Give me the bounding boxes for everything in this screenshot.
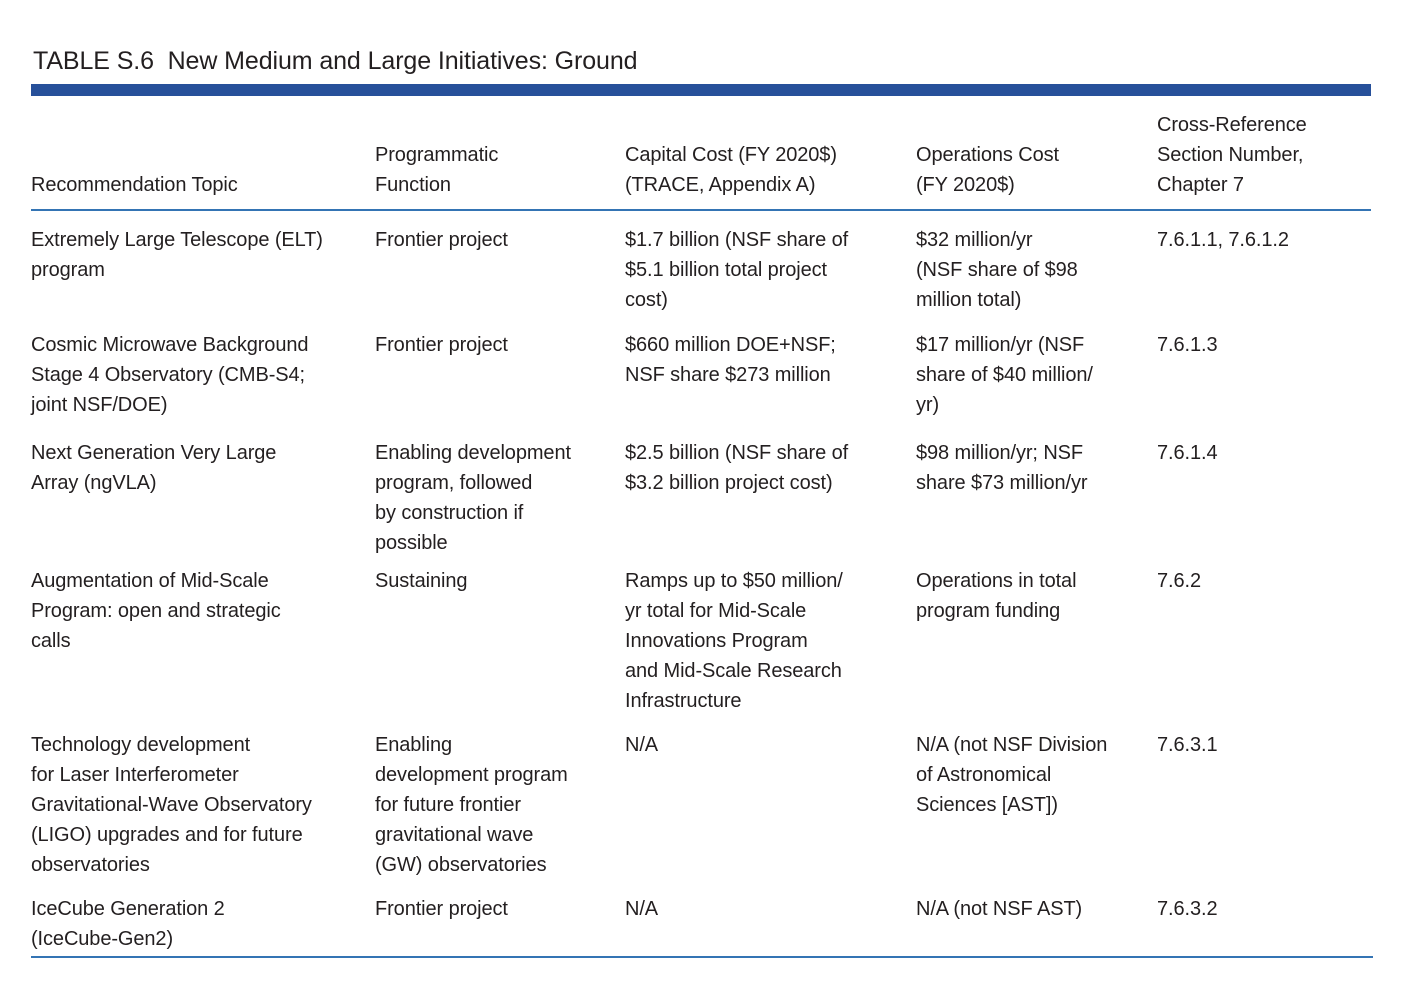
column-header-recommendation-topic: Recommendation Topic — [31, 174, 238, 196]
table-region: TABLE S.6 New Medium and Large Initiativ… — [31, 0, 1373, 958]
cell-cross-reference: 7.6.3.1 — [1157, 734, 1218, 756]
cell-operations-cost: N/A (not NSF Division of Astronomical Sc… — [916, 734, 1108, 816]
cell-capital-cost: $660 million DOE+NSF; NSF share $273 mil… — [625, 334, 836, 386]
table-row: Technology development for Laser Interfe… — [31, 730, 1371, 880]
cell-cross-reference: 7.6.2 — [1157, 570, 1201, 592]
cell-programmatic-function: Frontier project — [375, 229, 508, 251]
cell-capital-cost: $2.5 billion (NSF share of $3.2 billion … — [625, 442, 849, 494]
column-header-programmatic-function: Programmatic Function — [375, 144, 499, 196]
cell-cross-reference: 7.6.3.2 — [1157, 898, 1218, 920]
column-header-capital-cost: Capital Cost (FY 2020$) (TRACE, Appendix… — [625, 144, 837, 196]
cell-operations-cost: N/A (not NSF AST) — [916, 898, 1083, 920]
cell-recommendation-topic: IceCube Generation 2 (IceCube-Gen2) — [31, 898, 225, 950]
cell-recommendation-topic: Augmentation of Mid-Scale Program: open … — [31, 570, 281, 652]
cell-cross-reference: 7.6.1.3 — [1157, 334, 1218, 356]
cell-cross-reference: 7.6.1.4 — [1157, 442, 1218, 464]
cell-programmatic-function: Sustaining — [375, 570, 468, 592]
cell-operations-cost: $17 million/yr (NSF share of $40 million… — [916, 334, 1093, 416]
table-title: TABLE S.6 New Medium and Large Initiativ… — [33, 47, 638, 75]
table-row: Augmentation of Mid-Scale Program: open … — [31, 566, 1371, 716]
cell-operations-cost: $32 million/yr (NSF share of $98 million… — [916, 229, 1078, 311]
cell-recommendation-topic: Extremely Large Telescope (ELT) program — [31, 229, 323, 281]
table-row: IceCube Generation 2 (IceCube-Gen2) Fron… — [31, 894, 1371, 954]
table-header-row: Recommendation Topic Programmatic Functi… — [31, 96, 1371, 211]
cell-cross-reference: 7.6.1.1, 7.6.1.2 — [1157, 229, 1289, 251]
cell-recommendation-topic: Next Generation Very Large Array (ngVLA) — [31, 442, 277, 494]
table-bottom-rule — [31, 956, 1373, 958]
table-row: Cosmic Microwave Background Stage 4 Obse… — [31, 330, 1371, 420]
column-header-operations-cost: Operations Cost (FY 2020$) — [916, 144, 1060, 196]
cell-recommendation-topic: Cosmic Microwave Background Stage 4 Obse… — [31, 334, 309, 416]
table-row: Next Generation Very Large Array (ngVLA)… — [31, 438, 1371, 558]
cell-programmatic-function: Frontier project — [375, 898, 508, 920]
title-accent-bar — [31, 84, 1371, 96]
table-row: Extremely Large Telescope (ELT) program … — [31, 225, 1371, 315]
cell-recommendation-topic: Technology development for Laser Interfe… — [31, 734, 312, 876]
cell-capital-cost: N/A — [625, 898, 659, 920]
cell-capital-cost: N/A — [625, 734, 659, 756]
cell-programmatic-function: Enabling development program, followed b… — [375, 442, 571, 554]
cell-operations-cost: Operations in total program funding — [916, 570, 1077, 622]
cell-capital-cost: $1.7 billion (NSF share of $5.1 billion … — [625, 229, 849, 311]
cell-capital-cost: Ramps up to $50 million/ yr total for Mi… — [625, 570, 843, 712]
cell-programmatic-function: Enabling development program for future … — [375, 734, 568, 876]
cell-programmatic-function: Frontier project — [375, 334, 508, 356]
cell-operations-cost: $98 million/yr; NSF share $73 million/yr — [916, 442, 1088, 494]
column-header-cross-reference: Cross-Reference Section Number, Chapter … — [1157, 114, 1307, 196]
